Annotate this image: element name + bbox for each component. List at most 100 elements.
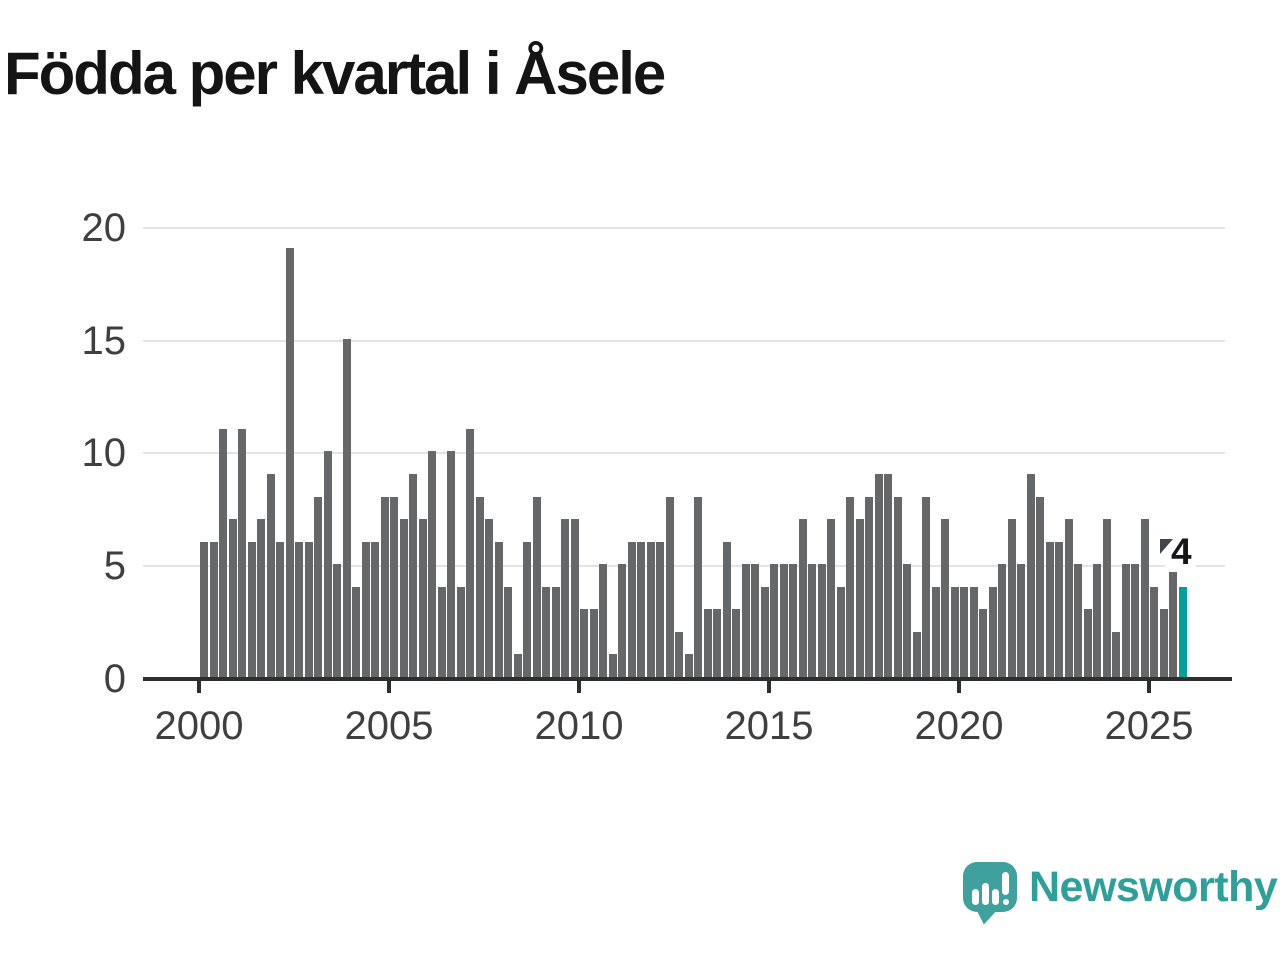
- page-title: Födda per kvartal i Åsele: [4, 40, 666, 107]
- bar-2006-Q1: [428, 451, 436, 677]
- bar-2007-Q1: [466, 428, 474, 677]
- bar-2022-Q1: [1036, 496, 1044, 677]
- bar-2009-Q4: [570, 519, 579, 677]
- bar-2005-Q4: [418, 519, 427, 677]
- gridline-15: [143, 339, 1225, 342]
- bar-2022-Q3: [1055, 541, 1063, 677]
- bar-2002-Q4: [304, 541, 313, 677]
- x-axis-tick: [957, 681, 961, 693]
- bar-2004-Q2: [361, 541, 370, 677]
- logo-bar-icon: [992, 889, 999, 905]
- bar-2005-Q2: [399, 519, 408, 677]
- bar-2020-Q2: [969, 586, 978, 677]
- bar-2011-Q3: [637, 541, 645, 677]
- bar-2010-Q4: [608, 654, 617, 677]
- bar-2004-Q1: [352, 586, 360, 677]
- bar-2000-Q3: [219, 428, 227, 677]
- x-axis-label-2000: 2000: [154, 704, 244, 748]
- bar-2008-Q2: [513, 654, 522, 677]
- bar-2011-Q1: [618, 564, 626, 677]
- bar-2000-Q2: [209, 541, 218, 677]
- annotation-latest-value: 4: [1165, 532, 1196, 572]
- bar-2002-Q2: [285, 248, 294, 677]
- bar-2025-Q1: [1150, 586, 1158, 677]
- bar-2013-Q3: [713, 609, 721, 677]
- bar-2014-Q1: [732, 609, 740, 677]
- bar-2017-Q4: [874, 473, 883, 677]
- bar-2011-Q2: [627, 541, 636, 677]
- bar-2024-Q3: [1131, 564, 1139, 677]
- bar-2023-Q4: [1102, 519, 1111, 677]
- bar-2007-Q4: [494, 541, 503, 677]
- bar-2023-Q2: [1083, 609, 1092, 677]
- bar-2015-Q4: [798, 519, 807, 677]
- bar-2001-Q3: [257, 519, 265, 677]
- bar-2006-Q3: [447, 451, 455, 677]
- bar-2018-Q1: [884, 473, 892, 677]
- bar-2010-Q3: [599, 564, 607, 677]
- bar-2004-Q3: [371, 541, 379, 677]
- gridline-20: [143, 226, 1225, 229]
- gridline-5: [143, 565, 1225, 568]
- x-axis-tick: [1147, 681, 1151, 693]
- logo-bar-icon: [972, 889, 979, 905]
- bar-2019-Q4: [950, 586, 959, 677]
- bar-2003-Q1: [314, 496, 322, 677]
- bar-2008-Q1: [504, 586, 512, 677]
- bar-2023-Q1: [1074, 564, 1082, 677]
- bar-2017-Q3: [865, 496, 873, 677]
- bar-2008-Q3: [523, 541, 531, 677]
- bar-2016-Q2: [817, 564, 826, 677]
- bar-2010-Q2: [589, 609, 598, 677]
- bar-2021-Q2: [1007, 519, 1016, 677]
- bar-2000-Q1: [200, 541, 208, 677]
- y-axis-label: 15: [81, 318, 127, 363]
- bar-2021-Q1: [998, 564, 1006, 677]
- bar-2012-Q4: [684, 654, 693, 677]
- bar-2012-Q1: [656, 541, 664, 677]
- bar-2013-Q1: [694, 496, 702, 677]
- bar-2014-Q3: [751, 564, 759, 677]
- bar-2014-Q2: [741, 564, 750, 677]
- bar-2001-Q2: [247, 541, 256, 677]
- bar-2021-Q3: [1017, 564, 1025, 677]
- bar-2009-Q1: [542, 586, 550, 677]
- bar-2015-Q2: [779, 564, 788, 677]
- bar-2012-Q2: [665, 496, 674, 677]
- bar-2018-Q3: [903, 564, 911, 677]
- bar-2011-Q4: [646, 541, 655, 677]
- bar-2023-Q3: [1093, 564, 1101, 677]
- logo-exclamation-dot-icon: [1002, 899, 1009, 905]
- bar-2016-Q1: [808, 564, 816, 677]
- logo-bar-icon: [982, 883, 989, 905]
- bar-2001-Q1: [238, 428, 246, 677]
- bar-2019-Q3: [941, 519, 949, 677]
- logo-bubble-tail: [976, 906, 1002, 926]
- bar-2009-Q3: [561, 519, 569, 677]
- bar-2014-Q4: [760, 586, 769, 677]
- bar-2020-Q3: [979, 609, 987, 677]
- bar-2025-Q3: [1169, 564, 1177, 677]
- bar-2006-Q2: [437, 586, 446, 677]
- x-axis-tick: [387, 681, 391, 693]
- bar-2003-Q4: [342, 338, 351, 677]
- bar-2025-Q4: [1178, 586, 1187, 677]
- bar-2017-Q2: [855, 519, 864, 677]
- bar-2025-Q2: [1159, 609, 1168, 677]
- logo-brand-text: Newsworthy: [1029, 863, 1278, 911]
- x-axis-label-2015: 2015: [724, 704, 814, 748]
- bar-2002-Q3: [295, 541, 303, 677]
- bar-2018-Q4: [912, 631, 921, 677]
- x-axis-tick: [767, 681, 771, 693]
- x-axis-line: [143, 677, 1232, 681]
- bar-2009-Q2: [551, 586, 560, 677]
- bar-2005-Q3: [409, 473, 417, 677]
- bar-2000-Q4: [228, 519, 237, 677]
- bar-2020-Q4: [988, 586, 997, 677]
- bar-2007-Q3: [485, 519, 493, 677]
- bar-2016-Q4: [836, 586, 845, 677]
- bar-2007-Q2: [475, 496, 484, 677]
- bar-2006-Q4: [456, 586, 465, 677]
- bar-2015-Q1: [770, 564, 778, 677]
- bar-2018-Q2: [893, 496, 902, 677]
